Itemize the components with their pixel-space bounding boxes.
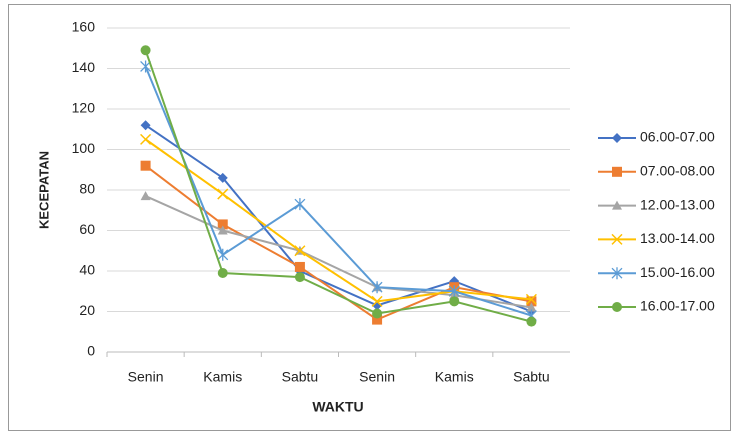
- y-tick-label: 0: [87, 343, 95, 359]
- series-line: [144, 49, 532, 323]
- legend-label: 13.00-14.00: [640, 230, 715, 246]
- legend-marker: [612, 200, 622, 210]
- marker: [294, 272, 305, 283]
- marker: [526, 316, 537, 327]
- legend-label: 07.00-08.00: [640, 163, 715, 179]
- x-tick-label: Kamis: [435, 369, 474, 385]
- marker: [217, 225, 228, 235]
- marker: [217, 219, 228, 230]
- legend-marker: [612, 133, 622, 143]
- x-axis-label: WAKTU: [312, 399, 363, 415]
- x-tick-label: Sabtu: [513, 369, 550, 385]
- legend-label: 15.00-16.00: [640, 264, 715, 280]
- legend-marker: [612, 166, 622, 177]
- series-line: [145, 124, 532, 313]
- marker: [525, 293, 537, 305]
- marker: [372, 308, 383, 319]
- marker: [294, 245, 306, 257]
- x-tick-label: Senin: [359, 369, 395, 385]
- marker: [140, 120, 151, 131]
- marker: [140, 191, 151, 201]
- legend-marker: [611, 267, 623, 280]
- marker: [294, 261, 305, 272]
- marker: [449, 296, 460, 307]
- marker: [140, 160, 151, 171]
- legend-label: 12.00-13.00: [640, 196, 715, 212]
- marker: [217, 268, 228, 279]
- x-tick-label: Sabtu: [282, 369, 319, 385]
- x-tick-label: Kamis: [203, 369, 242, 385]
- marker: [526, 302, 537, 312]
- marker: [217, 188, 229, 200]
- marker: [140, 133, 152, 145]
- marker: [140, 60, 152, 73]
- x-tick-label: Senin: [128, 369, 164, 385]
- marker: [372, 314, 383, 325]
- y-tick-label: 120: [72, 100, 96, 116]
- y-tick-label: 20: [79, 302, 95, 318]
- marker: [140, 45, 151, 56]
- series-line: [144, 164, 532, 321]
- legend-marker: [611, 233, 623, 245]
- chart-frame: [8, 4, 731, 431]
- series-line: [145, 138, 532, 303]
- y-tick-label: 140: [72, 59, 96, 75]
- series-line: [144, 66, 532, 317]
- legend-label: 06.00-07.00: [640, 129, 715, 145]
- marker: [217, 172, 228, 183]
- y-tick-label: 80: [79, 181, 95, 197]
- y-tick-label: 160: [72, 19, 96, 35]
- legend-marker: [612, 302, 622, 312]
- marker: [371, 295, 383, 307]
- y-axis-label: KECEPATAN: [36, 151, 51, 229]
- y-tick-label: 40: [79, 262, 95, 278]
- marker: [294, 198, 306, 211]
- marker: [371, 281, 383, 294]
- y-tick-label: 100: [72, 140, 96, 156]
- marker: [217, 248, 229, 261]
- marker: [448, 285, 460, 298]
- y-tick-label: 60: [79, 221, 95, 237]
- marker: [526, 296, 537, 307]
- legend-label: 16.00-17.00: [640, 298, 715, 314]
